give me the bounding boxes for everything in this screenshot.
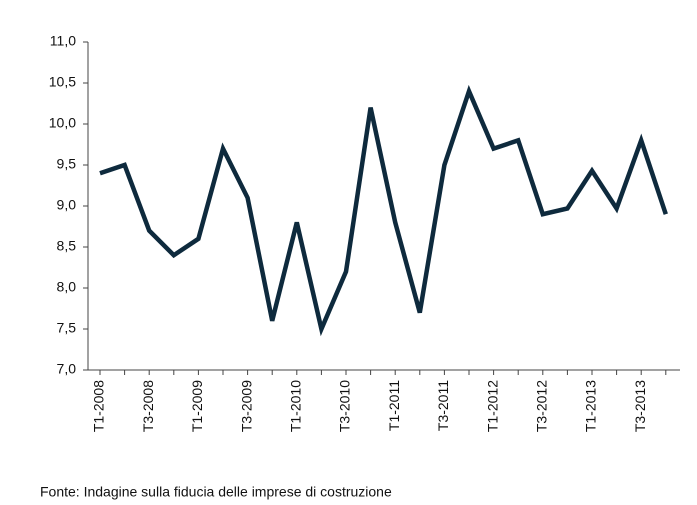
y-tick-label: 9,5 [57,156,77,172]
y-tick-label: 9,0 [57,197,77,213]
x-tick-label: T1-2009 [189,380,205,432]
line-series [99,84,668,337]
y-tick-label: 7,5 [57,320,77,336]
x-tick-label: T1-2012 [484,380,500,432]
x-tick-label: T1-2008 [91,380,107,432]
x-tick-label: T1-2011 [386,380,402,431]
y-tick-label: 10,5 [49,74,76,90]
y-tick-label: 11,0 [50,33,76,49]
x-tick-label: T1-2013 [583,380,599,432]
y-tick-label: 7,0 [57,361,77,377]
y-tick-label: 8,0 [57,279,77,295]
x-tick-label: T3-2009 [238,380,254,432]
x-tick-label: T3-2012 [534,380,550,432]
y-tick-label: 10,0 [49,115,76,131]
x-tick-label: T3-2010 [337,380,353,432]
x-tick-label: T1-2010 [288,380,304,432]
x-tick-label: T3-2011 [435,380,451,431]
source-note: Fonte: Indagine sulla fiducia delle impr… [40,484,392,500]
y-tick-label: 8,5 [57,238,77,254]
x-tick-label: T3-2013 [632,380,648,432]
x-tick-label: T3-2008 [140,380,156,432]
